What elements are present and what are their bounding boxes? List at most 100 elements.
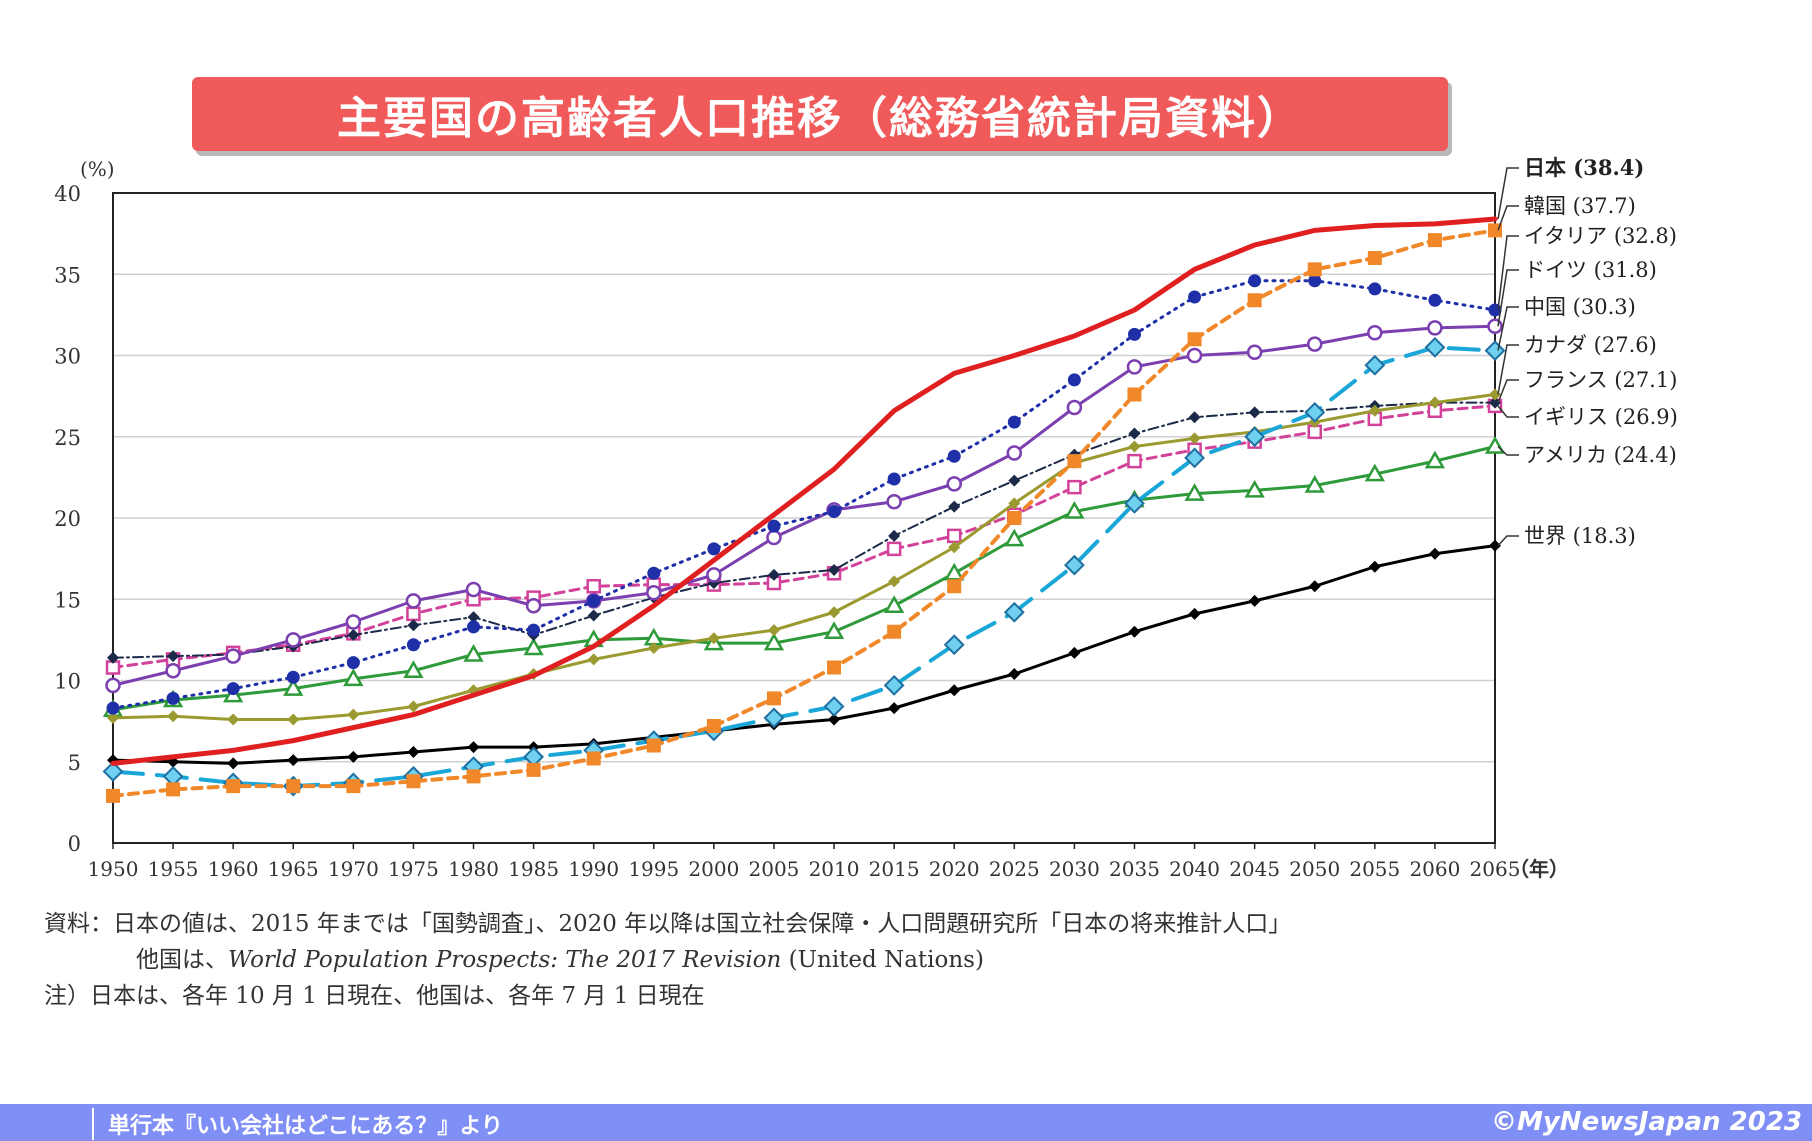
y-tick-label: 10 [54, 670, 81, 694]
marker-世界-4 [347, 750, 360, 763]
marker-カナダ-12 [828, 606, 841, 619]
callout-leader [1497, 445, 1519, 456]
series-line-フランス [112, 401, 1496, 659]
marker-イギリス-16 [1067, 479, 1082, 495]
marker-世界-5 [407, 746, 420, 758]
series-line-イギリス [111, 404, 1497, 669]
marker-中国-16 [1063, 554, 1085, 576]
x-tick-label: 1995 [628, 857, 679, 881]
marker-中国-17 [1124, 492, 1145, 514]
footer-source: 単行本『いい会社はどこにある？』より [92, 1108, 503, 1140]
marker-ドイツ-22 [1427, 320, 1443, 336]
marker-ドイツ-4 [345, 614, 362, 630]
marker-フランス-17 [1128, 427, 1141, 440]
marker-韓国-13 [887, 624, 902, 639]
x-tick-label: 1950 [88, 857, 139, 881]
note-line-2-prefix: 他国は、 [136, 947, 228, 973]
x-tick-label: 1980 [448, 857, 499, 881]
series-label-イギリス: イギリス (26.9) [1524, 405, 1678, 429]
series-label-フランス: フランス (27.1) [1524, 368, 1677, 392]
x-tick-label: 2030 [1049, 857, 1100, 881]
x-tick-label: 2010 [809, 857, 860, 881]
series-line-アメリカ [111, 445, 1497, 712]
callout-leader [1497, 269, 1519, 327]
marker-アメリカ-22 [1424, 450, 1446, 469]
marker-世界-20 [1308, 580, 1321, 593]
marker-アメリカ-6 [463, 643, 484, 662]
marker-カナダ-9 [647, 642, 660, 654]
marker-ドイツ-1 [165, 663, 181, 679]
marker-ドイツ-0 [105, 677, 121, 694]
marker-イギリス-14 [946, 528, 962, 544]
marker-イタリア-14 [947, 449, 961, 463]
series-end-value: (37.7) [1566, 194, 1636, 218]
series-line-ドイツ [111, 324, 1497, 687]
marker-世界-18 [1188, 607, 1201, 620]
marker-ドイツ-21 [1367, 325, 1383, 341]
marker-韓国-17 [1127, 387, 1142, 402]
marker-イタリア-20 [1308, 274, 1322, 288]
marker-アメリカ-11 [763, 632, 785, 651]
x-axis-unit: （年） [1509, 857, 1569, 881]
marker-ドイツ-10 [706, 567, 722, 583]
marker-中国-18 [1184, 447, 1205, 469]
marker-イタリア-22 [1428, 293, 1442, 307]
note-line-2-italic: World Population Prospects: The 2017 Rev… [228, 947, 782, 973]
marker-ドイツ-23 [1487, 318, 1503, 334]
x-tick-label: 1960 [208, 857, 259, 881]
marker-世界-21 [1368, 560, 1381, 573]
x-tick-label: 2000 [688, 857, 739, 881]
series-label-中国: 中国 (30.3) [1524, 295, 1636, 319]
marker-韓国-0 [106, 788, 120, 803]
marker-アメリカ-15 [1004, 528, 1025, 547]
x-tick-label: 2045 [1229, 857, 1280, 881]
series-end-value: (27.6) [1587, 333, 1657, 357]
x-tick-label: 2025 [989, 857, 1040, 881]
y-tick-label: 0 [68, 832, 81, 856]
marker-世界-13 [888, 702, 901, 715]
marker-ドイツ-11 [766, 529, 782, 546]
x-tick-label: 1970 [328, 857, 379, 881]
marker-フランス-8 [587, 609, 600, 622]
marker-アメリカ-3 [283, 678, 304, 696]
marker-ドイツ-7 [525, 598, 542, 614]
marker-アメリカ-5 [403, 660, 424, 678]
marker-フランス-13 [888, 529, 901, 542]
title-banner: 主要国の高齢者人口推移（総務省統計局資料） [192, 77, 1448, 151]
marker-世界-17 [1128, 625, 1141, 638]
x-tick-label: 2015 [869, 857, 920, 881]
marker-中国-12 [823, 696, 845, 717]
x-tick-label: 1990 [568, 857, 619, 881]
series-line-日本 [110, 216, 1498, 766]
marker-イタリア-12 [827, 505, 841, 518]
marker-イタリア-18 [1188, 290, 1202, 304]
marker-フランス-18 [1188, 411, 1201, 424]
x-tick-label: 1975 [388, 857, 439, 881]
marker-カナダ-17 [1128, 440, 1141, 453]
marker-カナダ-3 [287, 713, 300, 726]
marker-ドイツ-3 [285, 632, 302, 648]
marker-世界-15 [1008, 668, 1021, 680]
marker-ドイツ-19 [1246, 344, 1263, 360]
marker-イタリア-4 [346, 656, 360, 670]
series-line-イタリア [111, 279, 1497, 710]
plot-frame [112, 192, 1496, 844]
marker-カナダ-10 [707, 632, 720, 645]
series-end-value: (18.3) [1566, 524, 1636, 548]
footer-copyright: ©MyNewsJapan 2023 [1490, 1107, 1802, 1137]
series-line-中国 [111, 345, 1497, 789]
marker-イタリア-17 [1127, 327, 1141, 341]
marker-カナダ-1 [167, 710, 180, 723]
marker-イタリア-10 [707, 542, 721, 556]
series-end-value: (38.4) [1566, 155, 1644, 180]
marker-中国-0 [102, 761, 124, 782]
marker-中国-22 [1424, 336, 1446, 358]
marker-アメリカ-21 [1364, 463, 1385, 482]
marker-世界-22 [1428, 547, 1441, 560]
marker-イギリス-8 [586, 579, 601, 594]
marker-フランス-6 [467, 611, 480, 624]
marker-カナダ-21 [1368, 404, 1381, 417]
marker-世界-19 [1248, 594, 1261, 607]
callout-leader [1497, 306, 1519, 351]
